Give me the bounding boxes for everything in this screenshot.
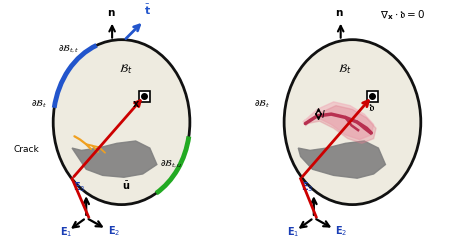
Text: $\partial\mathcal{B}_{t,t}$: $\partial\mathcal{B}_{t,t}$ — [58, 44, 80, 55]
Polygon shape — [298, 141, 385, 178]
Text: $\partial\mathcal{B}_{t,u}$: $\partial\mathcal{B}_{t,u}$ — [160, 158, 183, 170]
Polygon shape — [305, 106, 376, 143]
Polygon shape — [72, 141, 157, 177]
Text: $\mathbf{E}_3$: $\mathbf{E}_3$ — [73, 181, 86, 194]
Ellipse shape — [53, 40, 190, 205]
Text: $\mathbf{E}_1$: $\mathbf{E}_1$ — [60, 225, 72, 239]
Text: $\mathbf{n}$: $\mathbf{n}$ — [107, 8, 116, 17]
Text: $\partial\mathcal{B}_t$: $\partial\mathcal{B}_t$ — [255, 99, 270, 110]
Text: $\mathbf{E}_3$: $\mathbf{E}_3$ — [301, 181, 313, 194]
Text: $\partial\mathcal{B}_t$: $\partial\mathcal{B}_t$ — [31, 99, 47, 110]
Text: $\mathfrak{d}$: $\mathfrak{d}$ — [367, 102, 374, 113]
Text: $l$: $l$ — [321, 108, 326, 120]
Polygon shape — [303, 102, 374, 139]
Text: $\nabla_{\mathbf{x}} \cdot \mathfrak{d} = 0$: $\nabla_{\mathbf{x}} \cdot \mathfrak{d} … — [380, 9, 425, 22]
FancyBboxPatch shape — [367, 91, 378, 102]
Text: $\mathbf{E}_1$: $\mathbf{E}_1$ — [287, 225, 300, 239]
Text: Crack: Crack — [13, 145, 39, 154]
Ellipse shape — [284, 40, 421, 205]
Text: $\mathbf{x}$: $\mathbf{x}$ — [132, 99, 140, 109]
Text: $\bar{\mathbf{t}}$: $\bar{\mathbf{t}}$ — [144, 3, 151, 17]
Text: $\mathbf{E}_2$: $\mathbf{E}_2$ — [335, 224, 347, 238]
Text: $\bar{\mathbf{u}}$: $\bar{\mathbf{u}}$ — [122, 181, 131, 192]
Text: $\mathcal{B}_t$: $\mathcal{B}_t$ — [338, 63, 352, 77]
Text: $\mathcal{B}_t$: $\mathcal{B}_t$ — [119, 63, 133, 77]
Text: $\mathbf{n}$: $\mathbf{n}$ — [336, 8, 344, 17]
Text: $\mathbf{E}_2$: $\mathbf{E}_2$ — [108, 224, 120, 238]
FancyBboxPatch shape — [139, 91, 150, 102]
